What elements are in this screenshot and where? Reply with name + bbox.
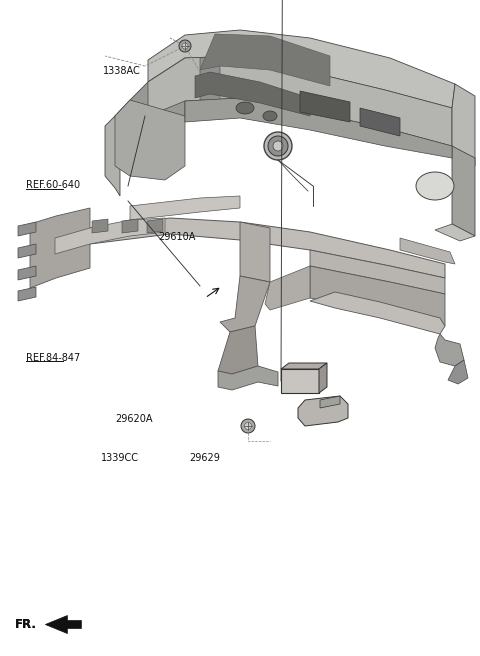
Ellipse shape [263,111,277,121]
Polygon shape [115,100,185,180]
Polygon shape [220,276,270,332]
Text: FR.: FR. [15,618,37,631]
Polygon shape [310,292,445,334]
Polygon shape [45,615,81,634]
Text: REF.84-847: REF.84-847 [26,352,81,363]
Polygon shape [218,366,278,390]
Text: 29629: 29629 [190,453,220,463]
Polygon shape [319,363,327,393]
Polygon shape [30,208,90,288]
Polygon shape [320,396,340,408]
Ellipse shape [416,172,454,200]
Polygon shape [105,116,120,196]
Text: 29610A: 29610A [158,232,196,243]
Polygon shape [435,224,475,241]
Polygon shape [130,196,240,220]
Polygon shape [310,266,445,326]
Circle shape [268,136,288,156]
Bar [281,369,319,393]
Polygon shape [452,146,475,236]
Polygon shape [435,334,464,366]
Circle shape [264,132,292,160]
Polygon shape [195,72,310,116]
Polygon shape [310,250,445,294]
Circle shape [244,422,252,430]
Ellipse shape [236,102,254,114]
Text: REF.60-640: REF.60-640 [26,180,81,190]
Polygon shape [148,56,452,146]
Polygon shape [300,91,350,122]
Polygon shape [55,218,165,254]
Polygon shape [115,58,185,146]
Text: 1339CC: 1339CC [101,453,139,463]
Circle shape [273,141,283,151]
Polygon shape [400,238,455,264]
Polygon shape [200,56,220,100]
Circle shape [241,419,255,433]
Polygon shape [448,360,468,384]
Polygon shape [185,98,452,158]
Circle shape [182,43,188,49]
Polygon shape [360,108,400,136]
Polygon shape [147,219,163,233]
Polygon shape [281,363,327,369]
Polygon shape [18,287,36,301]
Polygon shape [18,244,36,258]
Polygon shape [55,218,445,278]
Text: 29620A: 29620A [115,413,153,424]
Text: FR.: FR. [15,618,37,631]
Polygon shape [18,266,36,280]
Polygon shape [298,396,348,426]
Polygon shape [265,266,310,310]
Polygon shape [200,34,330,86]
Polygon shape [218,326,258,374]
Polygon shape [18,222,36,236]
Polygon shape [92,219,108,233]
Polygon shape [452,84,475,166]
Text: 1338AC: 1338AC [103,66,141,76]
Circle shape [179,40,191,52]
Polygon shape [122,219,138,233]
Polygon shape [240,222,270,282]
Polygon shape [148,30,455,108]
